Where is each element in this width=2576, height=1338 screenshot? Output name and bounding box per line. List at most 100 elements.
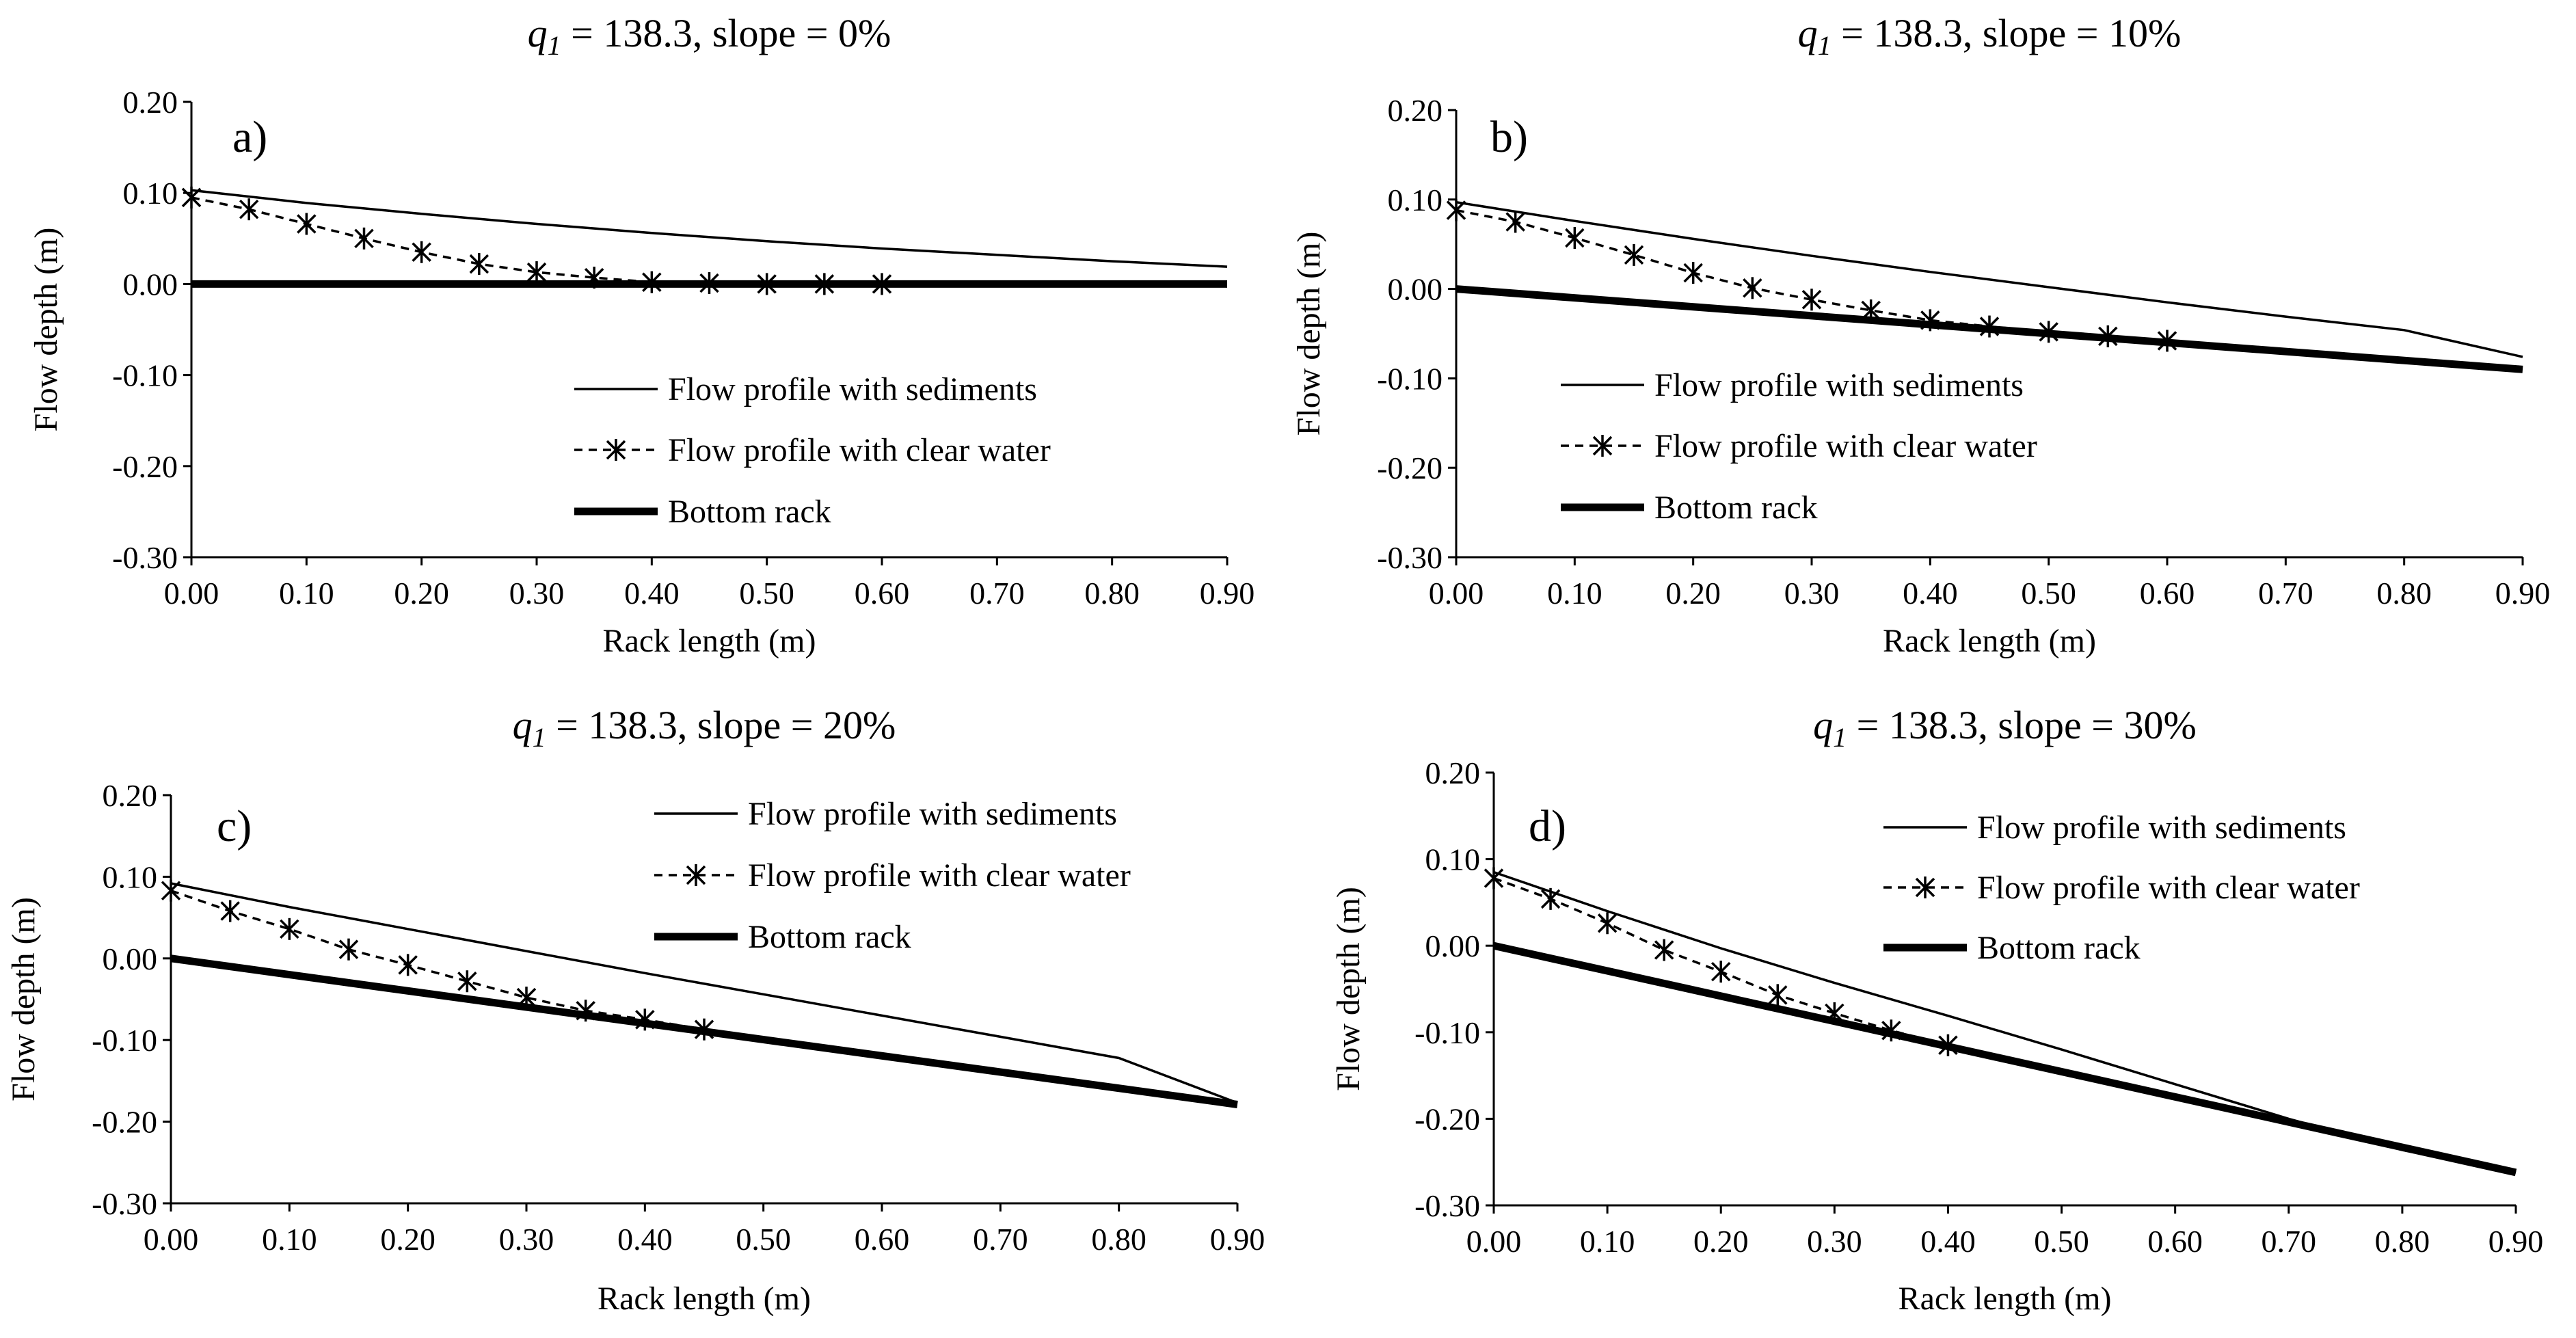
data-point-clear-water [239, 198, 259, 221]
data-point-clear-water [457, 970, 477, 993]
legend: Flow profile with sediments Flow profile … [574, 371, 1051, 530]
y-axis-label: Flow depth (m) [1291, 232, 1327, 436]
legend-label: Bottom rack [1654, 490, 1818, 526]
data-point-clear-water [1505, 211, 1525, 233]
panel-2: q1 = 138.3, slope = 10% 0.20 0.10 0.00 -0.10… [1291, 11, 2550, 659]
y-tick-label: -0.30 [112, 540, 178, 575]
panel-label: b) [1490, 112, 1528, 162]
data-point-clear-water [1624, 243, 1644, 266]
legend-marker-clear-water [686, 864, 706, 886]
panel-4: q1 = 138.3, slope = 30% 0.20 0.10 0.00 -0.10… [1330, 703, 2543, 1317]
data-point-clear-water [161, 879, 181, 902]
x-tick-label: 0.30 [499, 1222, 554, 1257]
data-point-clear-water [526, 261, 547, 284]
data-point-clear-water [1446, 199, 1466, 222]
y-tick-label: -0.30 [1414, 1188, 1480, 1223]
x-tick-label: 0.60 [855, 576, 910, 611]
x-tick-label: 0.10 [1547, 576, 1602, 611]
x-tick-label: 0.50 [2034, 1224, 2089, 1259]
x-axis-label: Rack length (m) [603, 623, 816, 659]
y-tick-label: -0.10 [92, 1023, 157, 1058]
data-point-clear-water [1683, 262, 1703, 284]
y-tick-label: 0.10 [103, 859, 158, 894]
x-tick-label: 0.10 [262, 1222, 317, 1257]
y-axis-label: Flow depth (m) [28, 228, 64, 432]
x-tick-label: 0.70 [973, 1222, 1028, 1257]
y-tick-label: -0.20 [1414, 1101, 1480, 1136]
data-point-clear-water [1654, 939, 1674, 961]
series-line-sediments [1455, 200, 2523, 358]
x-axis-label: Rack length (m) [598, 1281, 811, 1317]
x-tick-label: 0.10 [1580, 1224, 1635, 1259]
data-point-clear-water [1801, 289, 1822, 311]
y-tick-label: 0.20 [103, 778, 158, 813]
y-axis-label: Flow depth (m) [1330, 887, 1367, 1091]
legend-label: Flow profile with sediments [668, 371, 1037, 407]
x-tick-label: 0.60 [855, 1222, 910, 1257]
legend-label: Flow profile with clear water [668, 432, 1051, 468]
y-tick-label: -0.10 [1414, 1015, 1480, 1050]
legend-label: Flow profile with clear water [1654, 428, 2037, 464]
data-point-clear-water [412, 241, 431, 263]
series-line-bottom-rack [170, 954, 1238, 1108]
x-tick-label: 0.70 [969, 576, 1025, 611]
x-tick-label: 0.00 [164, 576, 219, 611]
panel-1: q1 = 138.3, slope = 0% 0.20 0.10 0.00 -0.10 -… [28, 11, 1255, 659]
data-point-clear-water [1597, 912, 1618, 935]
data-point-clear-water [220, 900, 240, 922]
series-line-bottom-rack [1492, 941, 2517, 1177]
data-point-clear-water [1710, 961, 1731, 983]
x-tick-label: 0.00 [1429, 576, 1484, 611]
y-tick-label: -0.20 [112, 449, 178, 484]
x-tick-label: 0.50 [2021, 576, 2076, 611]
chart-title: q1 = 138.3, slope = 30% [1813, 703, 2197, 753]
data-point-clear-water [280, 918, 299, 940]
data-point-clear-water [354, 227, 374, 250]
y-tick-label: 0.20 [1388, 93, 1443, 128]
x-tick-label: 0.20 [394, 576, 449, 611]
panel-label: a) [232, 112, 267, 162]
x-tick-label: 0.90 [1200, 576, 1255, 611]
x-tick-label: 0.90 [1210, 1222, 1265, 1257]
y-tick-label: 0.00 [123, 267, 178, 302]
chart-title: q1 = 138.3, slope = 20% [513, 703, 896, 753]
data-point-clear-water [1743, 277, 1762, 299]
x-tick-label: 0.50 [739, 576, 794, 611]
x-tick-label: 0.80 [1084, 576, 1140, 611]
x-tick-label: 0.80 [2375, 1224, 2430, 1259]
data-point-clear-water [1768, 984, 1788, 1006]
x-tick-label: 0.20 [1665, 576, 1721, 611]
data-point-clear-water [181, 186, 202, 209]
y-tick-label: -0.10 [1377, 361, 1443, 396]
y-tick-label: -0.30 [1377, 540, 1443, 575]
series-line-sediments [191, 189, 1228, 268]
x-tick-label: 0.90 [2488, 1224, 2544, 1259]
legend: Flow profile with sediments Flow profile … [654, 796, 1131, 955]
x-tick-label: 0.40 [624, 576, 680, 611]
panel-label: d) [1529, 801, 1566, 851]
series-line-sediments [170, 882, 1238, 1104]
legend-marker-clear-water [1592, 435, 1613, 457]
y-tick-label: 0.20 [1425, 755, 1481, 790]
series-line-sediments [1493, 870, 2517, 1174]
x-axis-label: Rack length (m) [1883, 623, 2096, 659]
x-tick-label: 0.20 [1693, 1224, 1749, 1259]
y-tick-label: 0.10 [123, 176, 178, 211]
x-tick-label: 0.90 [2495, 576, 2551, 611]
chart-title: q1 = 138.3, slope = 0% [528, 11, 891, 61]
x-tick-label: 0.40 [617, 1222, 673, 1257]
legend-label: Flow profile with clear water [748, 857, 1131, 894]
x-tick-label: 0.70 [2262, 1224, 2317, 1259]
data-point-clear-water [1540, 887, 1561, 910]
legend: Flow profile with sediments Flow profile … [1883, 810, 2360, 966]
y-tick-label: -0.10 [112, 358, 178, 393]
y-tick-label: 0.00 [1425, 928, 1481, 963]
chart-title: q1 = 138.3, slope = 10% [1798, 11, 2182, 61]
data-point-clear-water [338, 938, 359, 961]
x-tick-label: 0.30 [1807, 1224, 1862, 1259]
legend-label: Bottom rack [1977, 930, 2141, 966]
legend-marker-clear-water [1915, 877, 1935, 898]
x-tick-label: 0.40 [1903, 576, 1958, 611]
y-tick-label: 0.10 [1388, 183, 1443, 217]
